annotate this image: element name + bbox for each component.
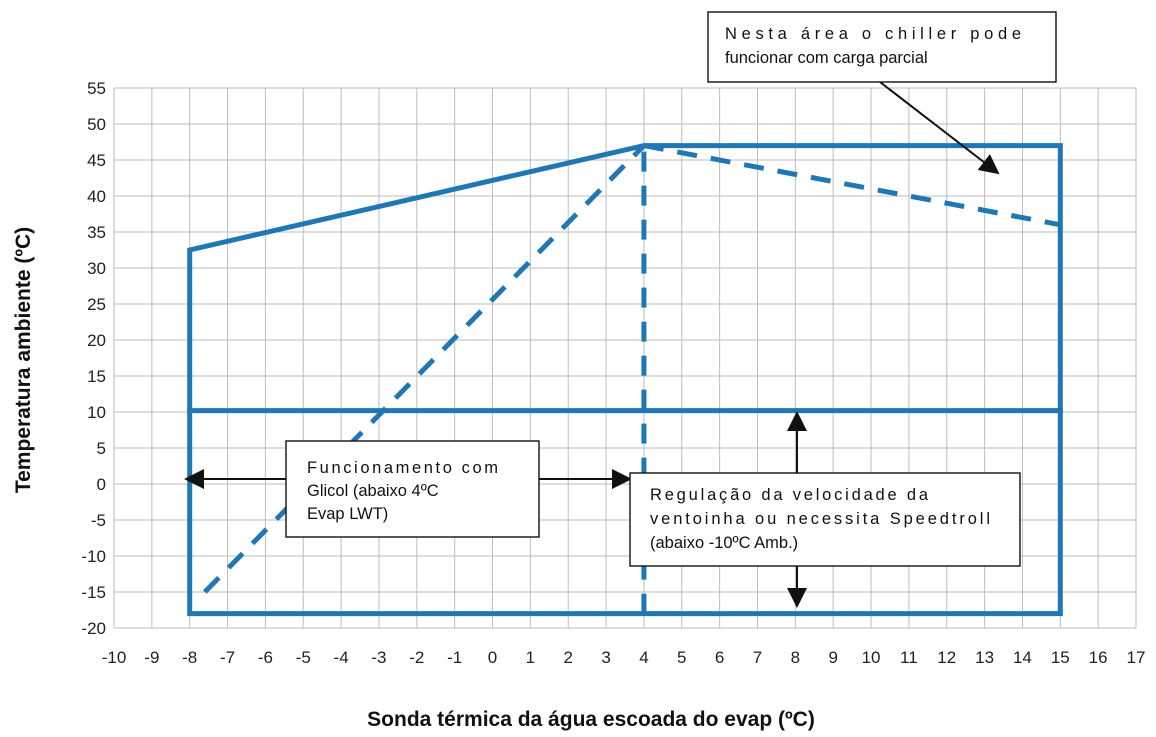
x-tick-label: -1 bbox=[447, 648, 462, 667]
y-tick-label: 25 bbox=[87, 295, 106, 314]
y-tick-label: 55 bbox=[87, 79, 106, 98]
annotation-line: (abaixo -10ºC Amb.) bbox=[650, 534, 798, 552]
x-tick-label: -10 bbox=[102, 648, 127, 667]
x-tick-label: 17 bbox=[1127, 648, 1146, 667]
x-tick-label: -6 bbox=[258, 648, 273, 667]
x-tick-label: -3 bbox=[371, 648, 386, 667]
x-tick-label: -4 bbox=[334, 648, 349, 667]
annotation-line: Regulação da velocidade da bbox=[650, 486, 929, 504]
x-tick-label: 5 bbox=[677, 648, 686, 667]
x-tick-label: 6 bbox=[715, 648, 724, 667]
x-tick-label: -2 bbox=[409, 648, 424, 667]
y-tick-label: 10 bbox=[87, 403, 106, 422]
y-tick-label: 20 bbox=[87, 331, 106, 350]
x-tick-label: 9 bbox=[828, 648, 837, 667]
x-tick-label: 3 bbox=[601, 648, 610, 667]
x-tick-labels: -10 -9 -8 -7 -6 -5 -4 -3 -2 -1 0 1 2 3 4 5 6 7 8 9 10 11 12 13 1… bbox=[102, 648, 1146, 667]
x-tick-label: -5 bbox=[296, 648, 311, 667]
y-tick-label: -15 bbox=[81, 583, 106, 602]
annotation-line: Funcionamento com bbox=[307, 459, 498, 477]
y-axis-title: Temperatura ambiente (ºC) bbox=[12, 227, 35, 493]
x-tick-label: 15 bbox=[1051, 648, 1070, 667]
x-tick-label: 4 bbox=[639, 648, 648, 667]
y-tick-label: 15 bbox=[87, 367, 106, 386]
annotation-partial-load: Nesta área o chiller pode funcionar com … bbox=[707, 11, 1057, 175]
annotation-fan-speed: Regulação da velocidade da ventoinha ou … bbox=[629, 411, 1021, 608]
solid-series-line bbox=[187, 143, 1063, 617]
annotation-box bbox=[285, 440, 540, 538]
x-tick-label: 11 bbox=[900, 648, 918, 667]
annotation-line: funcionar com carga parcial bbox=[725, 49, 928, 67]
series-lines bbox=[187, 143, 1063, 617]
annotation-arrow bbox=[879, 81, 1000, 175]
x-axis-title: Sonda térmica da água escoada do evap (º… bbox=[367, 708, 815, 731]
y-tick-label: -5 bbox=[91, 511, 106, 530]
x-tick-label: 12 bbox=[937, 648, 956, 667]
x-tick-label: 0 bbox=[488, 648, 497, 667]
y-tick-label: 35 bbox=[87, 223, 106, 242]
x-tick-label: 10 bbox=[862, 648, 881, 667]
x-tick-label: 1 bbox=[526, 648, 535, 667]
annotation-box bbox=[707, 11, 1057, 83]
annotation-line: Glicol (abaixo 4ºC bbox=[307, 482, 439, 500]
annotation-line: Evap LWT) bbox=[307, 505, 388, 523]
annotation-box bbox=[629, 472, 1021, 567]
y-tick-label: 5 bbox=[97, 439, 106, 458]
y-tick-label: 45 bbox=[87, 151, 106, 170]
x-tick-label: 13 bbox=[975, 648, 994, 667]
x-tick-label: 8 bbox=[791, 648, 800, 667]
x-tick-label: -9 bbox=[144, 648, 159, 667]
y-tick-label: 30 bbox=[87, 259, 106, 278]
y-tick-label: 40 bbox=[87, 187, 106, 206]
y-tick-label: 50 bbox=[87, 115, 106, 134]
x-tick-label: 2 bbox=[563, 648, 572, 667]
x-tick-label: -7 bbox=[220, 648, 235, 667]
x-tick-label: 16 bbox=[1089, 648, 1108, 667]
y-tick-label: -20 bbox=[81, 619, 106, 638]
dashed-series-line bbox=[203, 143, 646, 594]
annotation-glycol: Funcionamento com Glicol (abaixo 4ºC Eva… bbox=[184, 440, 632, 538]
x-tick-label: -8 bbox=[182, 648, 197, 667]
y-tick-label: 0 bbox=[97, 475, 106, 494]
x-tick-label: 14 bbox=[1013, 648, 1032, 667]
y-tick-label: -10 bbox=[81, 547, 106, 566]
x-tick-label: 7 bbox=[753, 648, 762, 667]
dashed-series-line bbox=[643, 143, 1061, 228]
